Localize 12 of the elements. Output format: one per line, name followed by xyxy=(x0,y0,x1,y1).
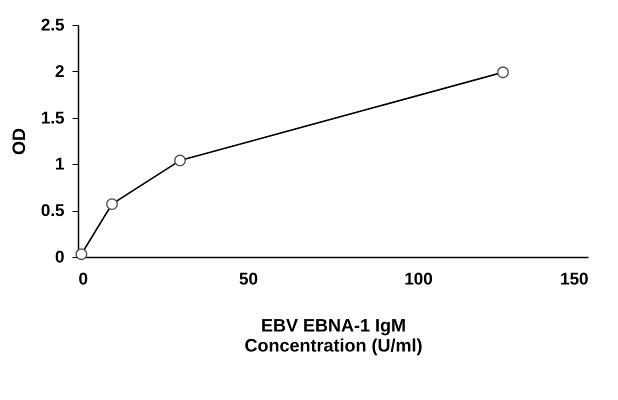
x-tick-label: 150 xyxy=(560,270,588,288)
x-axis-title: EBV EBNA-1 IgM Concentration (U/ml) xyxy=(244,316,422,356)
y-axis-title: OD xyxy=(8,128,29,155)
y-tick-label: 1.5 xyxy=(40,108,64,128)
y-tick-label: 0.5 xyxy=(40,201,64,220)
y-tick-label: 1 xyxy=(55,154,64,174)
y-tick-label: 2 xyxy=(55,62,64,81)
x-tick-label: 100 xyxy=(404,270,433,288)
x-tick-label: 50 xyxy=(239,270,258,288)
y-tick-label: 0 xyxy=(55,248,64,266)
y-tick-label: 2.5 xyxy=(40,16,64,34)
x-tick-label: 0 xyxy=(78,270,88,288)
